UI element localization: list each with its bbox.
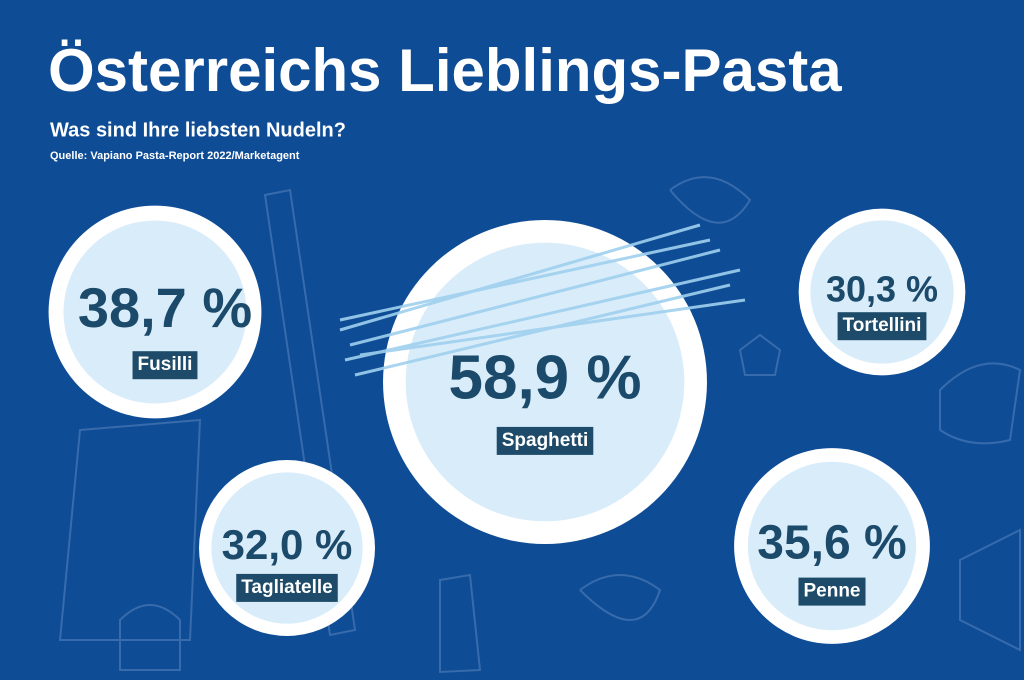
category-box: [798, 577, 866, 606]
value-label: 30,3 %: [826, 269, 938, 310]
category-label: Spaghetti: [502, 430, 589, 451]
value-label: 32,0 %: [222, 521, 353, 568]
bubble-inner: [747, 461, 917, 631]
category-box: [837, 312, 927, 341]
strand: [349, 248, 721, 347]
category-label: Tortellini: [843, 315, 922, 336]
subtitle: Was sind Ihre liebsten Nudeln?: [50, 119, 346, 141]
strand: [344, 268, 741, 362]
category-box: [496, 426, 594, 455]
value-label: 58,9 %: [448, 343, 641, 412]
decoration: [58, 176, 1022, 674]
source: Quelle: Vapiano Pasta-Report 2022/Market…: [50, 150, 300, 162]
spaghetti-decoration: [339, 223, 746, 377]
title: Österreichs Lieblings-Pasta: [48, 37, 842, 104]
value-label: 38,7 %: [78, 276, 252, 339]
category-box: [132, 351, 198, 380]
category-label: Penne: [803, 581, 860, 602]
category-label: Fusilli: [138, 354, 193, 375]
value-label: 35,6 %: [757, 517, 906, 570]
bubble-inner: [63, 220, 247, 404]
category-label: Tagliatelle: [241, 577, 333, 598]
strand: [339, 238, 711, 322]
strand: [339, 223, 701, 332]
strand: [359, 298, 746, 357]
category-box: [236, 573, 338, 602]
